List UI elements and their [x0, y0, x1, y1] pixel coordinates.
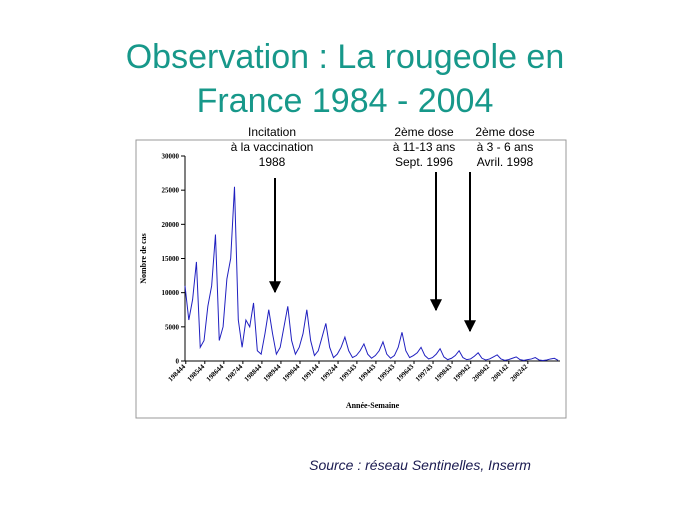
annotation-text: Sept. 1996 [395, 155, 453, 169]
y-tick-label: 30000 [162, 153, 180, 161]
annotation-text: Avril. 1998 [477, 155, 534, 169]
series-line [184, 186, 559, 361]
annotation-text: 2ème dose [475, 125, 535, 139]
annotation-text: à 11-13 ans [393, 140, 456, 154]
annotation-text: Incitation [248, 125, 296, 139]
annotation-text: à la vaccination [231, 140, 314, 154]
source: Source : réseau Sentinelles, Inserm [309, 457, 531, 473]
y-tick-label: 0 [176, 358, 180, 366]
title-line: Observation : La rougeole en [126, 38, 565, 76]
y-axis-label: Nombre de cas [139, 233, 148, 284]
chart-frame [135, 139, 567, 419]
y-tick-label: 10000 [162, 289, 180, 297]
y-tick-label: 20000 [162, 221, 180, 229]
x-axis-label: Année-Semaine [346, 401, 400, 410]
y-tick-label: 15000 [162, 255, 180, 263]
annotation-text: 1988 [259, 155, 286, 169]
annotation-text: 2ème dose [394, 125, 454, 139]
y-tick-label: 5000 [165, 323, 180, 331]
y-tick-label: 25000 [162, 187, 180, 195]
annotation-text: à 3 - 6 ans [477, 140, 534, 154]
title-line: France 1984 - 2004 [197, 82, 494, 120]
